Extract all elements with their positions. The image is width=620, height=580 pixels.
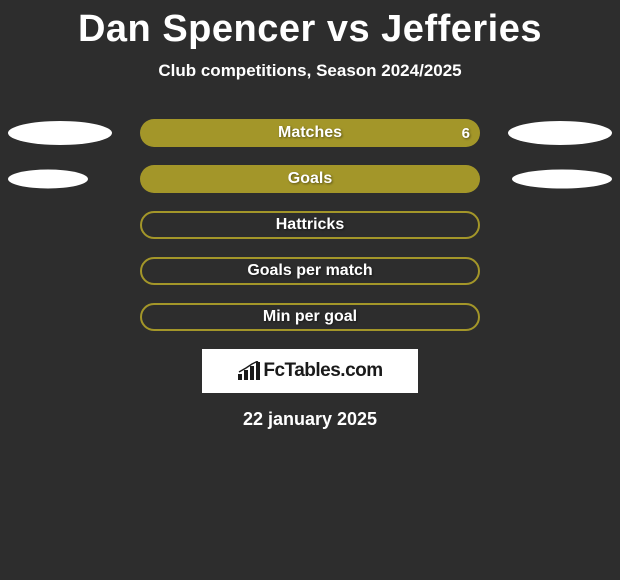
stat-pill: Min per goal bbox=[140, 303, 480, 331]
logo-box: FcTables.com bbox=[202, 349, 418, 393]
stat-label: Min per goal bbox=[263, 308, 357, 326]
stat-row: Hattricks bbox=[0, 211, 620, 239]
stat-row: Goals per match bbox=[0, 257, 620, 285]
bars-icon bbox=[237, 361, 261, 381]
stat-row: Matches 6 bbox=[0, 119, 620, 147]
stat-row: Goals bbox=[0, 165, 620, 193]
stat-rows: Matches 6 Goals Hattricks Goals per match Min… bbox=[0, 119, 620, 331]
stat-pill: Goals bbox=[140, 165, 480, 193]
stat-label: Hattricks bbox=[276, 216, 344, 234]
page-title: Dan Spencer vs Jefferies bbox=[0, 0, 620, 51]
stat-label: Goals per match bbox=[247, 262, 372, 280]
stat-pill: Hattricks bbox=[140, 211, 480, 239]
footer-date: 22 january 2025 bbox=[0, 409, 620, 430]
stat-value-right: 6 bbox=[462, 125, 470, 142]
infographic-container: Dan Spencer vs Jefferies Club competitio… bbox=[0, 0, 620, 580]
stat-pill: Matches 6 bbox=[140, 119, 480, 147]
logo-text: FcTables.com bbox=[263, 360, 382, 382]
page-subtitle: Club competitions, Season 2024/2025 bbox=[0, 61, 620, 81]
logo: FcTables.com bbox=[237, 360, 382, 382]
right-ellipse bbox=[512, 170, 612, 189]
stat-pill: Goals per match bbox=[140, 257, 480, 285]
left-ellipse bbox=[8, 170, 88, 189]
left-ellipse bbox=[8, 121, 112, 145]
right-ellipse bbox=[508, 121, 612, 145]
stat-label: Matches bbox=[278, 124, 342, 142]
stat-row: Min per goal bbox=[0, 303, 620, 331]
stat-label: Goals bbox=[288, 170, 332, 188]
